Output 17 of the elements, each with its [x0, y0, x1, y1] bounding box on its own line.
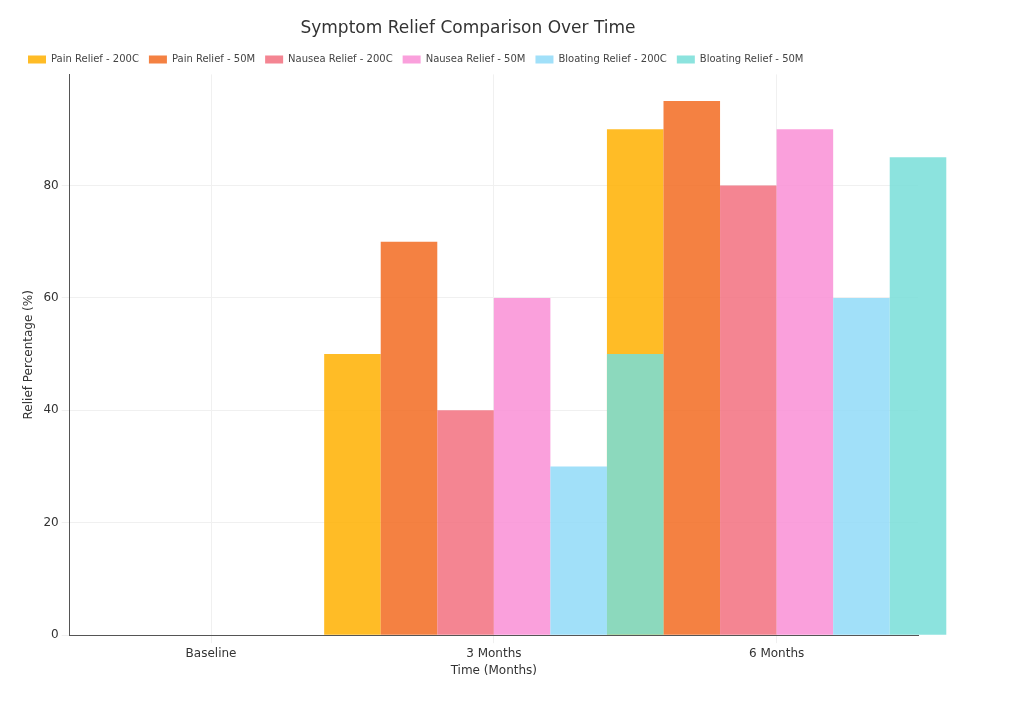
y-tick-label: 20: [43, 514, 59, 529]
chart-title: Symptom Relief Comparison Over Time: [300, 16, 636, 37]
legend-label: Bloating Relief - 200C: [558, 52, 667, 64]
legend-label: Bloating Relief - 50M: [699, 52, 804, 64]
legend-label: Nausea Relief - 50M: [425, 52, 526, 64]
x-tick-label: Baseline: [185, 645, 237, 660]
y-tick-label: 40: [43, 402, 59, 417]
y-tick-label: 80: [43, 177, 59, 192]
x-tick-label: 3 Months: [466, 645, 522, 660]
x-axis-title: Time (Months): [449, 662, 538, 677]
legend-label: Pain Relief - 200C: [51, 52, 139, 64]
legend-label: Nausea Relief - 200C: [288, 52, 393, 64]
x-tick-label: 6 Months: [748, 645, 805, 660]
y-axis-title: Relief Percentage (%): [21, 290, 36, 420]
y-tick-label: 60: [43, 290, 59, 304]
legend-label: Pain Relief - 50M: [171, 52, 256, 64]
y-tick-label: 0: [51, 627, 59, 642]
